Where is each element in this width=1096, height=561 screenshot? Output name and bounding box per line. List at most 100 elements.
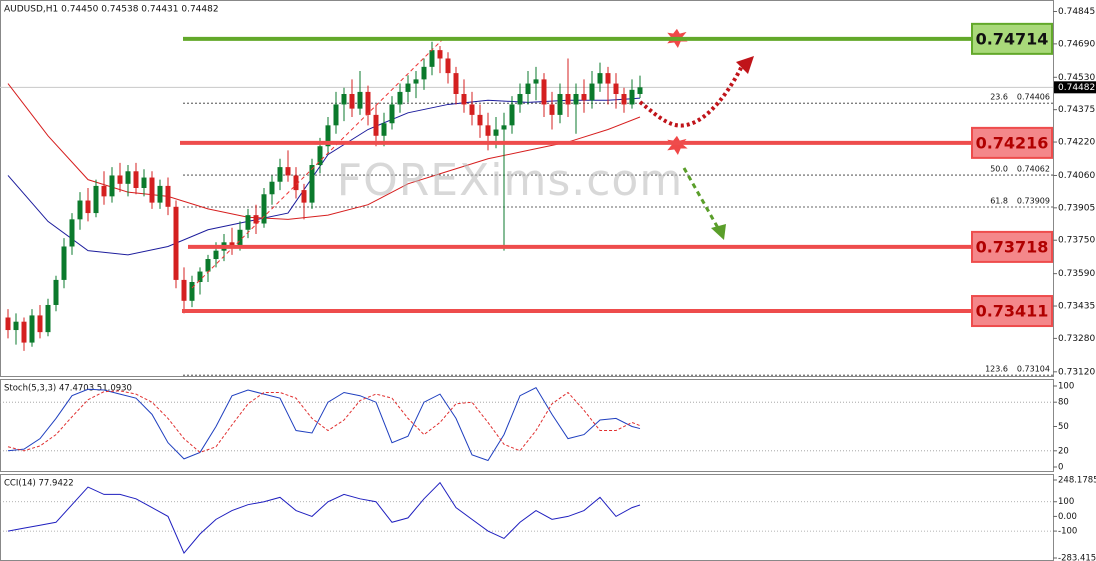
y-tick-label: 0.74060 — [1058, 171, 1095, 181]
candle-body — [317, 146, 323, 166]
y-tick-label: 0.74530 — [1058, 73, 1095, 83]
price-label: 0.74482 — [1058, 83, 1095, 93]
candle-body — [453, 73, 459, 94]
main-layer — [0, 41, 1053, 376]
y-tick-label: 0.73750 — [1058, 236, 1095, 246]
candle-body — [253, 215, 259, 224]
moving-average — [7, 97, 641, 256]
fib-price: 0.73909 — [1017, 197, 1050, 206]
candle-body — [565, 94, 571, 105]
fib-ratio: 50.0 — [990, 165, 1008, 174]
candle-body — [325, 125, 331, 147]
candle-body — [581, 94, 587, 101]
y-tick-label: 0.74690 — [1058, 39, 1095, 49]
candle-body — [69, 219, 75, 247]
candle-body — [437, 50, 443, 59]
candle-body — [197, 271, 203, 282]
y-tick-label: 0.74845 — [1058, 7, 1095, 17]
candle-body — [365, 91, 371, 115]
candle-body — [389, 104, 395, 124]
fib-ratio: 61.8 — [990, 197, 1008, 206]
candle-body — [381, 123, 387, 136]
candle-body — [205, 259, 211, 272]
candle-body — [229, 242, 235, 247]
candle-body — [573, 94, 579, 105]
candle-body — [157, 185, 163, 203]
chart-title: AUDUSD,H1 0.74450 0.74538 0.74431 0.7448… — [4, 5, 219, 15]
candle-body — [213, 250, 219, 260]
candle-body — [245, 215, 251, 230]
candle-body — [549, 104, 555, 115]
candle-body — [277, 167, 283, 182]
y-tick-label: 0.73905 — [1058, 203, 1095, 213]
candle-body — [101, 185, 107, 197]
candle-body — [533, 79, 539, 84]
candle-body — [597, 73, 603, 84]
arrow-head — [711, 224, 726, 240]
candle-body — [485, 125, 491, 136]
indicator-title: Stoch(5,3,3) 47.4703 51.0930 — [4, 384, 132, 394]
candle-body — [117, 175, 123, 184]
candle-body — [493, 129, 499, 136]
main-panel — [0, 0, 1054, 377]
level-label: 0.73718 — [976, 237, 1049, 256]
candle-body — [461, 94, 467, 105]
y-tick-label: 0.74220 — [1058, 138, 1095, 148]
candle-body — [93, 185, 99, 214]
indicator-line — [7, 481, 641, 555]
candle-body — [53, 279, 59, 305]
candle-body — [293, 175, 299, 191]
level-label: 0.73411 — [976, 302, 1049, 321]
price-box — [1054, 81, 1096, 94]
candle-body — [637, 87, 643, 94]
candle-body — [37, 315, 43, 333]
candle-body — [541, 79, 547, 105]
y-tick-label: 0.73590 — [1058, 269, 1095, 279]
level-label: 0.74216 — [976, 133, 1049, 152]
candle-body — [133, 171, 139, 188]
y-tick-label: -283.4157 — [1058, 554, 1096, 561]
level-box — [971, 22, 1053, 55]
candle-body — [21, 321, 27, 343]
y-tick-label: 0.73120 — [1058, 367, 1095, 377]
y-tick-label: 100 — [1058, 382, 1074, 392]
candle-body — [429, 50, 435, 67]
candle-body — [445, 58, 451, 74]
level-box — [971, 295, 1053, 328]
candle-body — [285, 167, 291, 176]
y-tick-label: 0.74375 — [1058, 105, 1095, 115]
candle-body — [5, 317, 11, 331]
forecast-arrow-down — [682, 167, 720, 229]
candle-body — [373, 114, 379, 136]
candle-body — [525, 83, 531, 94]
candle-body — [501, 125, 507, 130]
candle-body — [469, 104, 475, 115]
indicator-line — [7, 386, 641, 462]
indicator-line — [7, 390, 641, 453]
y-tick-label: 100 — [1058, 497, 1074, 507]
candle-body — [405, 83, 411, 92]
y-tick-label: 248.1785 — [1058, 476, 1096, 486]
y-tick-label: 20 — [1058, 446, 1069, 456]
candle-body — [477, 114, 483, 126]
candle-body — [149, 177, 155, 203]
candle-body — [85, 200, 91, 214]
candle-body — [173, 206, 179, 280]
candle-body — [29, 315, 35, 343]
level-label: 0.74714 — [976, 29, 1049, 48]
fib-ratio: 123.6 — [985, 365, 1008, 374]
indicator-title: CCI(14) 77.9422 — [4, 479, 74, 489]
fib-price: 0.74062 — [1017, 165, 1050, 174]
candle-body — [189, 282, 195, 301]
candle-body — [181, 279, 187, 301]
arrow-head — [736, 56, 754, 74]
candle-body — [141, 177, 147, 188]
candle-body — [269, 181, 275, 195]
candle-body — [165, 185, 171, 207]
fib-price: 0.73104 — [1017, 365, 1050, 374]
candle-body — [237, 229, 243, 247]
y-tick-label: 0 — [1058, 463, 1063, 473]
candle-body — [125, 171, 131, 184]
